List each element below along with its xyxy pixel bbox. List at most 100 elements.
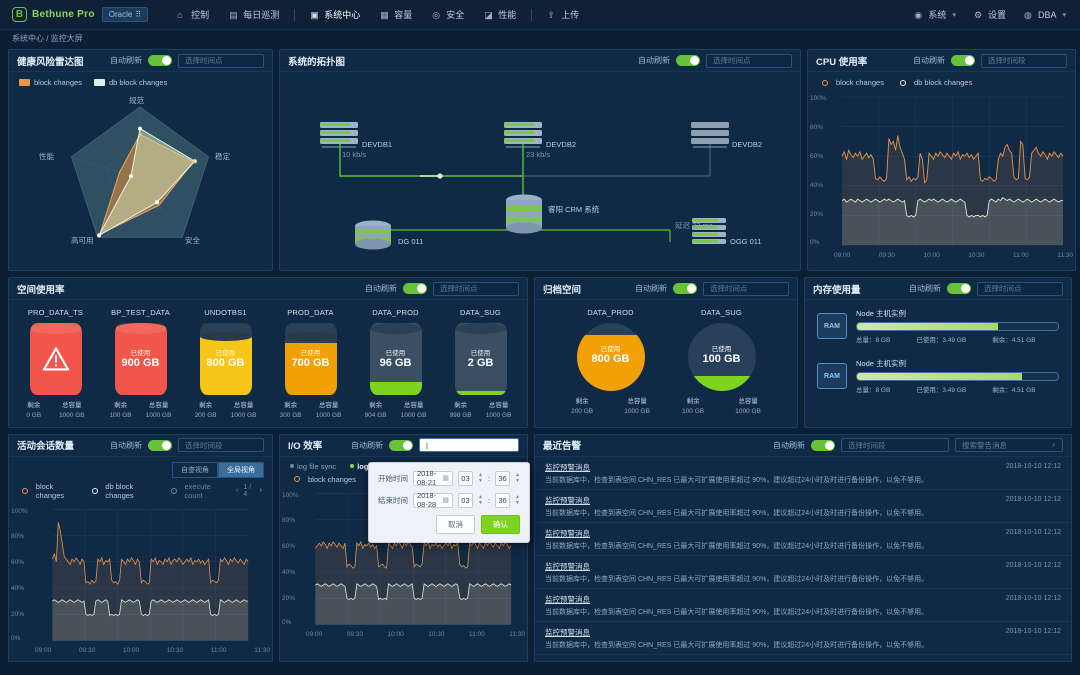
auto-refresh-toggle[interactable] — [148, 439, 172, 451]
brand[interactable]: B Bethune Pro — [12, 7, 95, 22]
auto-refresh-toggle[interactable] — [403, 283, 428, 294]
time-range-input[interactable]: | — [419, 438, 519, 452]
auto-refresh-toggle[interactable] — [811, 439, 835, 451]
topology-node-label-crm[interactable]: 睿阳 CRM 系统 — [548, 205, 600, 214]
nav-item-settings[interactable]: ⚙ 设置 — [972, 3, 1008, 26]
time-point-input[interactable]: 选择时间点 — [977, 281, 1063, 296]
auto-refresh-toggle[interactable] — [951, 55, 975, 66]
memory-item[interactable]: RAM Node 主机实例 总量：8 GB 已使用：3.49 GB 剩余：4.5… — [805, 300, 1071, 346]
calendar-icon[interactable]: ▦ — [442, 497, 449, 504]
auto-refresh-toggle[interactable] — [389, 439, 413, 451]
panel-recent-alerts: 最近告警 自动刷新 选择时间段 搜索警告消息 ⌕ 监控预警消息 当前数据库中，检… — [534, 433, 1072, 662]
tablespace-item[interactable]: BP_TEST_DATA 已使用 900 GB 剩余 100 GB 总容量 1000… — [103, 308, 179, 421]
nav-item-upload[interactable]: ⇧ 上传 — [538, 3, 588, 26]
tablespace-item[interactable]: DATA_SUG 已使用 2 GB 剩余 998 GB 总容量 1000 GB — [443, 308, 519, 421]
start-date-input[interactable]: 2018-08-21 ▦ — [413, 469, 453, 487]
memory-item[interactable]: RAM Node 主机实例 总量：8 GB 已使用：3.49 GB 剩余：4.5… — [805, 346, 1071, 396]
remain-value: 0 GB — [26, 411, 42, 419]
auto-refresh-label: 自动刷新 — [638, 56, 670, 65]
search-icon[interactable]: ⌕ — [1051, 440, 1056, 449]
tablespace-item[interactable]: DATA_PROD 已使用 96 GB 剩余 904 GB 总容量 1000 GB — [358, 308, 434, 421]
time-point-input[interactable]: 选择时间点 — [433, 281, 520, 296]
time-point-input[interactable]: 选择时间点 — [703, 281, 790, 296]
auto-refresh-toggle[interactable] — [148, 55, 172, 66]
panel-system-topology: 系统的拓扑图 自动刷新 选择时间点 — [279, 49, 801, 271]
tablespace-item[interactable]: PRO_DATA_TS 剩余 0 GB 总容量 1000 GB — [18, 308, 94, 421]
alert-body: 当前数据库中，检查到表空间 CHN_RES 已最大可扩展使用率超过 90%，建议… — [545, 608, 929, 616]
legend-item[interactable]: db block changes — [89, 482, 159, 500]
nav-item-capacity[interactable]: ▦ 容量 — [371, 3, 421, 26]
tablespace-item[interactable]: PROD_DATA 已使用 700 GB 剩余 300 GB 总容量 1000 GB — [273, 308, 349, 421]
end-hour-input[interactable]: 03 — [457, 492, 473, 508]
prev-page-icon[interactable]: ‹ — [236, 487, 239, 494]
cancel-button[interactable]: 取消 — [436, 514, 475, 534]
legend-item[interactable]: block changes — [818, 78, 884, 87]
start-minute-stepper[interactable]: ▲ ▼ — [515, 471, 520, 484]
legend-item[interactable]: db block changes — [896, 78, 972, 87]
topology-node-label-ogg[interactable]: OGG 011 — [730, 237, 762, 246]
nav-item-security[interactable]: ◎ 安全 — [423, 3, 473, 26]
alert-search-input[interactable]: 搜索警告消息 ⌕ — [955, 438, 1063, 452]
alert-item[interactable]: 监控预警消息 当前数据库中，检查到表空间 CHN_RES 已最大可扩展使用率超过… — [535, 523, 1071, 556]
nav-label: 上传 — [561, 10, 580, 20]
tablespace-cylinder — [29, 323, 82, 395]
end-minute-stepper[interactable]: ▲ ▼ — [515, 493, 520, 506]
alert-body: 当前数据库中，检查到表空间 CHN_RES 已最大可扩展使用率超过 90%，建议… — [545, 641, 929, 649]
nav-item-daily-inspection[interactable]: ▤ 每日巡测 — [220, 3, 288, 26]
nav-item-performance[interactable]: ◪ 性能 — [475, 3, 525, 26]
tablespace-item[interactable]: UNDOTBS1 已使用 800 GB 剩余 200 GB 总容量 1000 GB — [188, 308, 264, 421]
time-range-input[interactable]: 选择时间段 — [981, 53, 1067, 68]
panel-tools: 自动刷新 选择时间点 — [365, 281, 520, 296]
legend-item[interactable]: execute count — [168, 482, 227, 500]
topology-node-label-devdb2-secondary[interactable]: DEVDB2 — [732, 140, 763, 149]
legend-item[interactable]: block changes — [19, 78, 82, 87]
legend-item[interactable]: block changes — [19, 482, 80, 500]
topology-node-label-devdb1[interactable]: DEVDB1 — [362, 140, 393, 149]
auto-refresh-toggle[interactable] — [947, 283, 971, 294]
nav-item-dba-user[interactable]: ◍ DBA ▾ — [1022, 5, 1068, 25]
confirm-button[interactable]: 确认 — [481, 514, 520, 534]
next-page-icon[interactable]: › — [259, 487, 262, 494]
topology-node-label-dg[interactable]: DG 011 — [398, 237, 424, 246]
alert-item[interactable]: 监控预警消息 当前数据库中，检查到表空间 CHN_RES 已最大可扩展使用率超过… — [535, 622, 1071, 656]
end-minute-input[interactable]: 36 — [495, 492, 511, 508]
alert-item[interactable]: 监控预警消息 当前数据库中，检查到表空间 CHN_RES 已最大可扩展使用率超过… — [535, 556, 1071, 589]
alert-timestamp: 2018-10-10 12:12 — [1005, 495, 1061, 503]
y-tick-60: 60% — [282, 542, 296, 550]
time-range-input[interactable]: 选择时间段 — [178, 438, 264, 452]
database-selector-chip[interactable]: Oracle ⠿ — [101, 7, 149, 22]
start-hour-stepper[interactable]: ▲ ▼ — [477, 471, 483, 484]
alert-item[interactable]: 监控预警消息 当前数据库中，检查到表空间 CHN_RES 已最大可扩展使用率超过… — [535, 457, 1071, 490]
end-date-input[interactable]: 2018-08-28 ▦ — [413, 491, 453, 509]
radio-log-file-sync[interactable]: log file sync — [290, 462, 336, 471]
legend-item[interactable]: db block changes — [93, 78, 167, 87]
nav-item-system[interactable]: ◉ 系统 ▾ — [912, 3, 958, 26]
nav-item-system-center[interactable]: ▣ 系统中心 — [301, 3, 369, 26]
time-point-input[interactable]: 选择时间点 — [178, 53, 264, 68]
archive-item[interactable]: DATA_PROD 已使用 800 GB 剩余 200 GB 总容量 1000 GB — [556, 308, 666, 417]
alert-item[interactable]: 监控预警消息 当前数据库中，检查到表空间 CHN_RES 已最大可扩展使用率超过… — [535, 490, 1071, 523]
tablespace-stats: 剩余 0 GB 总容量 1000 GB — [18, 401, 94, 421]
segment-self-view[interactable]: 自查视角 — [172, 461, 218, 478]
auto-refresh-toggle[interactable] — [676, 55, 700, 66]
auto-refresh-toggle[interactable] — [673, 283, 698, 294]
legend-marker — [896, 79, 910, 86]
end-hour-stepper[interactable]: ▲ ▼ — [477, 493, 483, 506]
grid-icon: ⠿ — [135, 10, 142, 19]
time-range-input[interactable]: 选择时间段 — [841, 438, 949, 452]
start-minute-input[interactable]: 36 — [495, 470, 511, 486]
archive-item[interactable]: DATA_SUG 已使用 100 GB 剩余 100 GB 总容量 1000 GB — [667, 308, 777, 417]
dashboard-row-1: 健康风险雷达图 自动刷新 选择时间点 block changes db bloc… — [8, 49, 1076, 271]
calendar-icon[interactable]: ▦ — [442, 475, 449, 482]
session-legend: block changes db block changes execute c… — [9, 478, 272, 500]
legend-item[interactable]: block changes — [290, 475, 356, 484]
alert-item[interactable]: 监控预警消息 当前数据库中，检查到表空间 CHN_RES 已最大可扩展使用率超过… — [535, 589, 1071, 622]
x-tick: 10:30 — [166, 646, 184, 654]
start-hour-input[interactable]: 03 — [457, 470, 473, 486]
time-point-input[interactable]: 选择时间点 — [706, 53, 792, 68]
segment-global-view[interactable]: 全局视角 — [218, 461, 264, 478]
topology-node-label-devdb2[interactable]: DEVDB2 — [546, 140, 577, 149]
tablespace-name: DATA_PROD — [372, 308, 419, 317]
auto-refresh-label: 自动刷新 — [351, 440, 383, 450]
nav-item-control[interactable]: ⌂ 控制 — [168, 3, 218, 26]
